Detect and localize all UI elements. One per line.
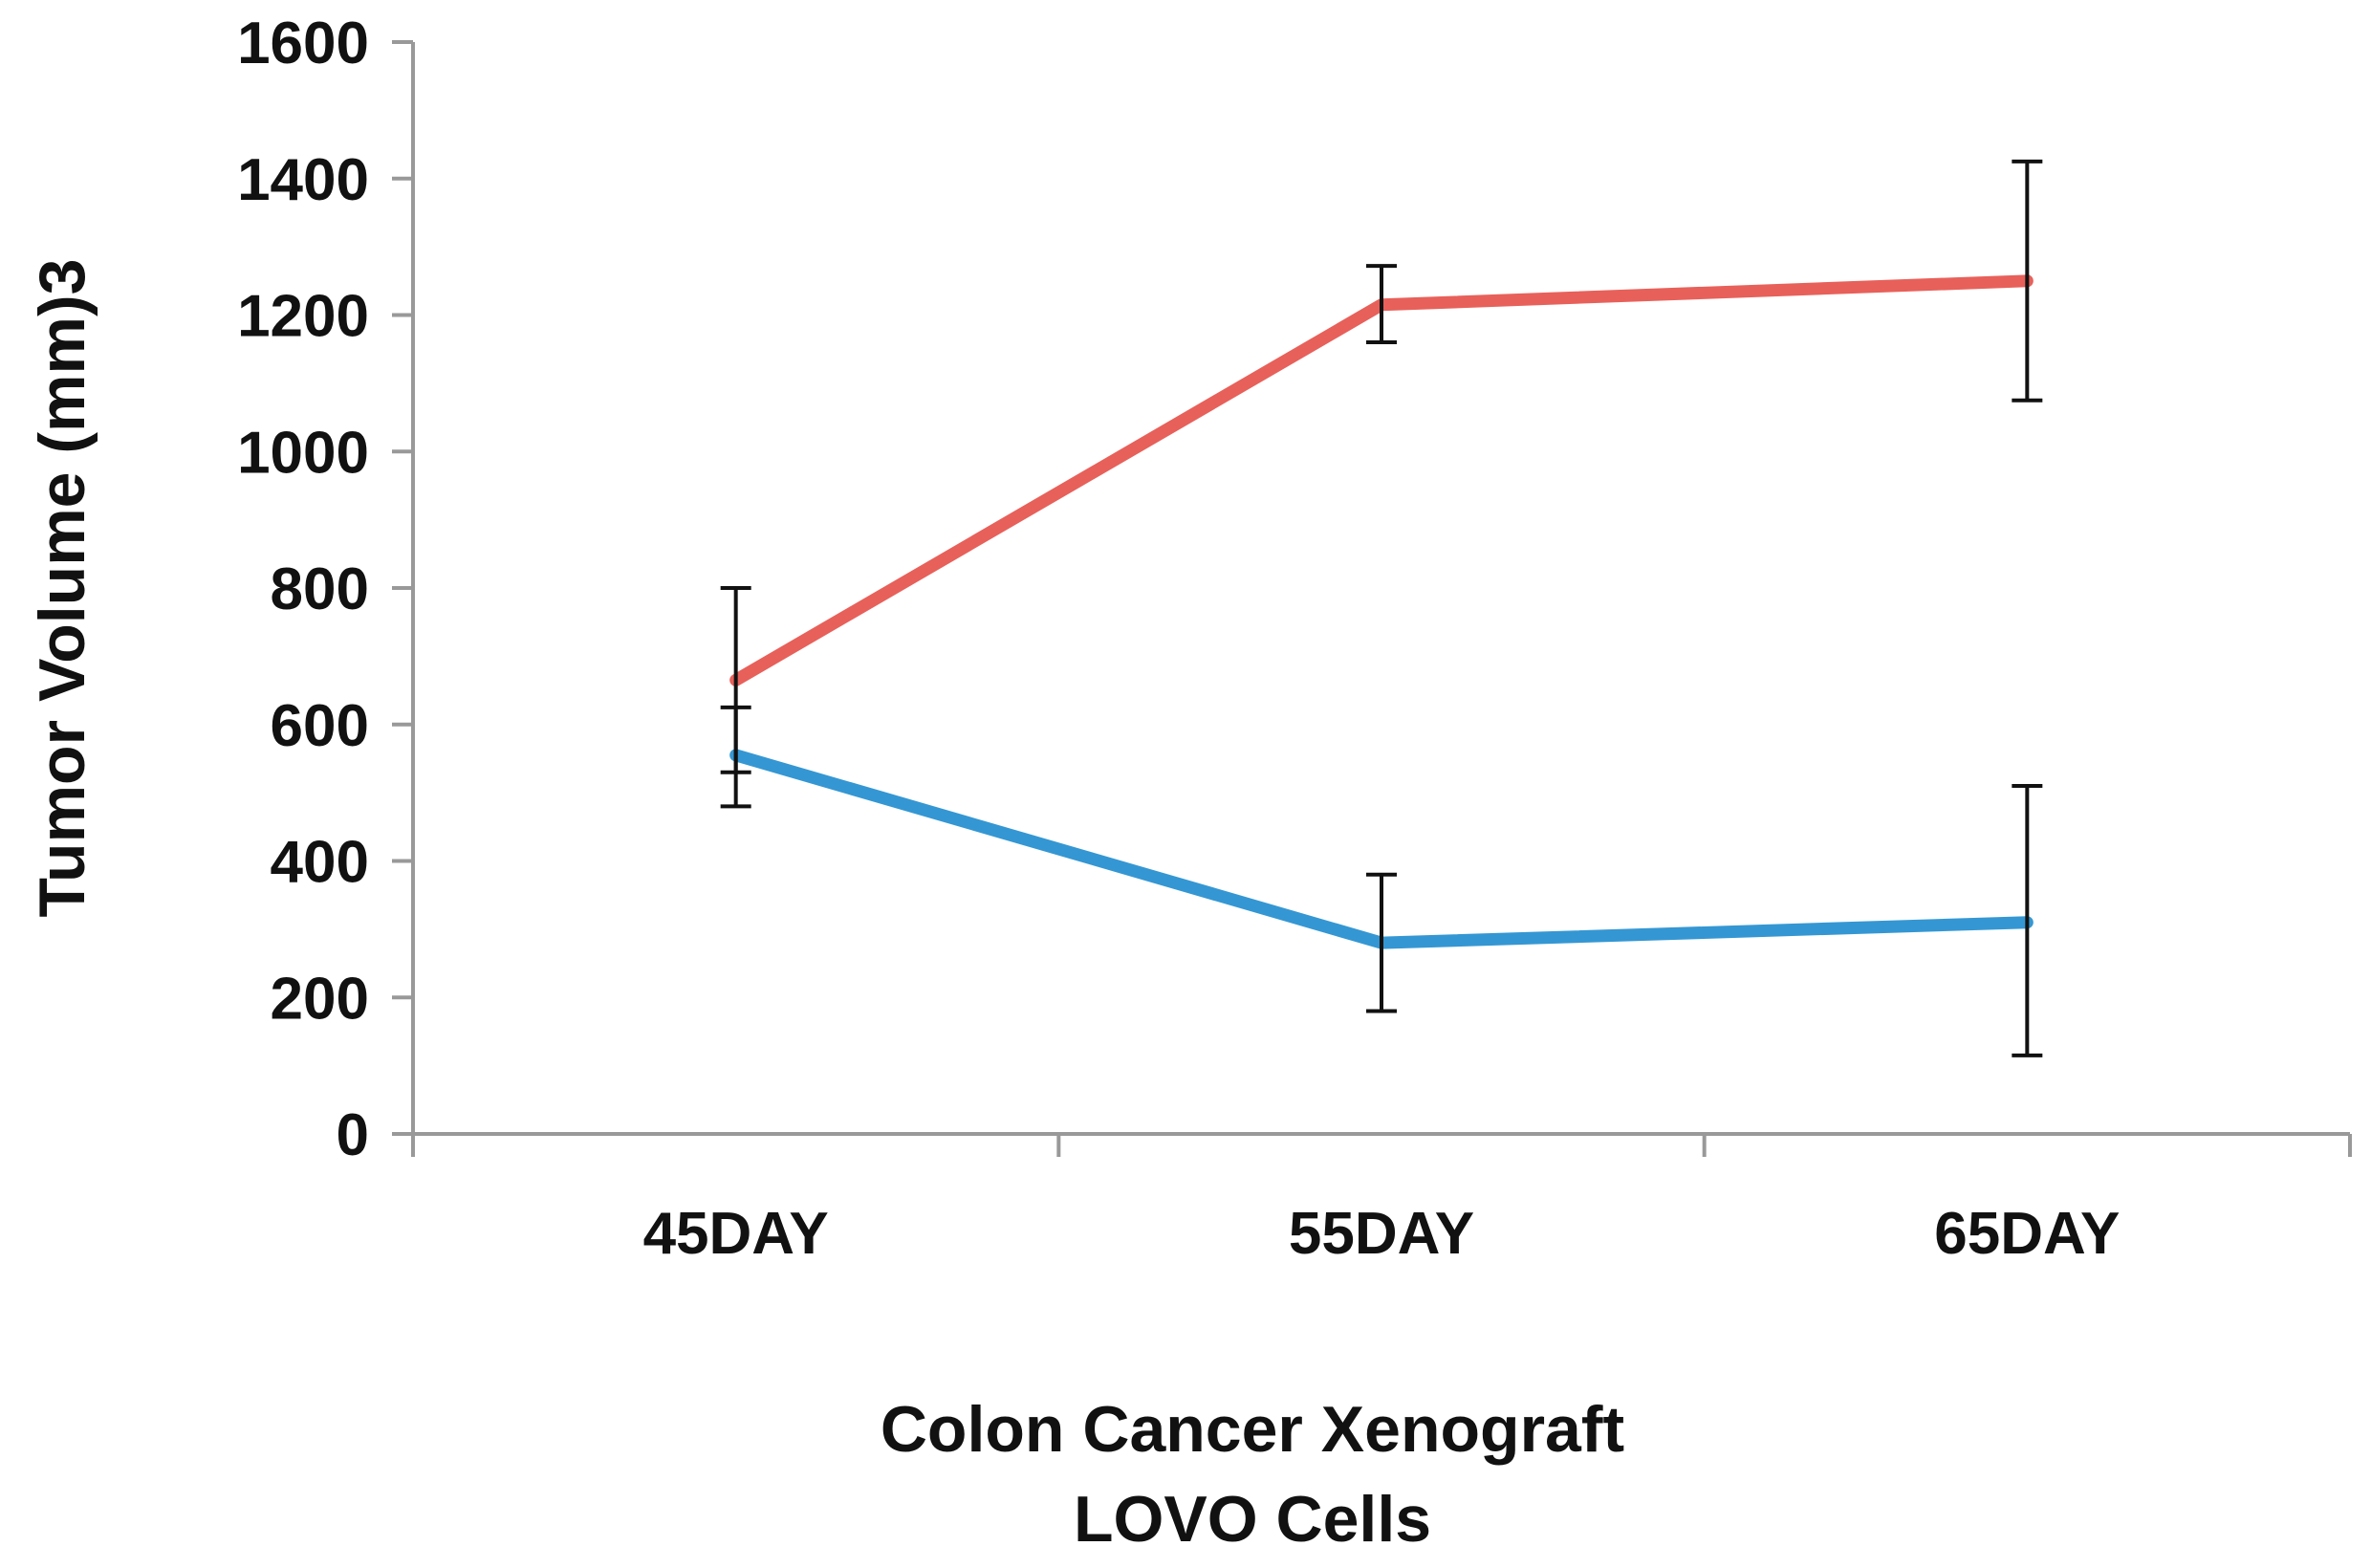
x-axis-title: Colon Cancer Xenograft [881, 1393, 1624, 1466]
series-layer [729, 274, 2034, 949]
y-tick-labels: 0 200 400 600 800 1000 1200 1400 1600 [237, 11, 369, 1168]
y-tick-label: 200 [271, 966, 369, 1032]
x-tick-label: 65DAY [1934, 1201, 2120, 1267]
error-bar [2012, 159, 2043, 403]
error-bar [720, 705, 751, 809]
y-tick-label: 0 [337, 1102, 369, 1168]
error-bars [720, 159, 2043, 1057]
x-tick-label: 55DAY [1289, 1201, 1474, 1267]
error-bar [1366, 872, 1397, 1013]
y-tick-label: 600 [271, 693, 369, 759]
axes [392, 40, 2352, 1157]
y-tick-label: 800 [271, 556, 369, 622]
error-bar [2012, 783, 2043, 1057]
y-tick-label: 1400 [237, 147, 369, 213]
x-axis-title-line2: LOVO Cells [1074, 1483, 1431, 1556]
y-axis-title: Tumor Volume (mm)3 [26, 259, 98, 918]
x-tick-label: 45DAY [643, 1201, 829, 1267]
y-tick-label: 1200 [237, 284, 369, 350]
y-tick-label: 1600 [237, 11, 369, 76]
x-tick-labels: 45DAY 55DAY 65DAY [643, 1201, 2121, 1267]
y-tick-label: 400 [271, 830, 369, 896]
y-tick-label: 1000 [237, 420, 369, 486]
error-bar [1366, 264, 1397, 345]
